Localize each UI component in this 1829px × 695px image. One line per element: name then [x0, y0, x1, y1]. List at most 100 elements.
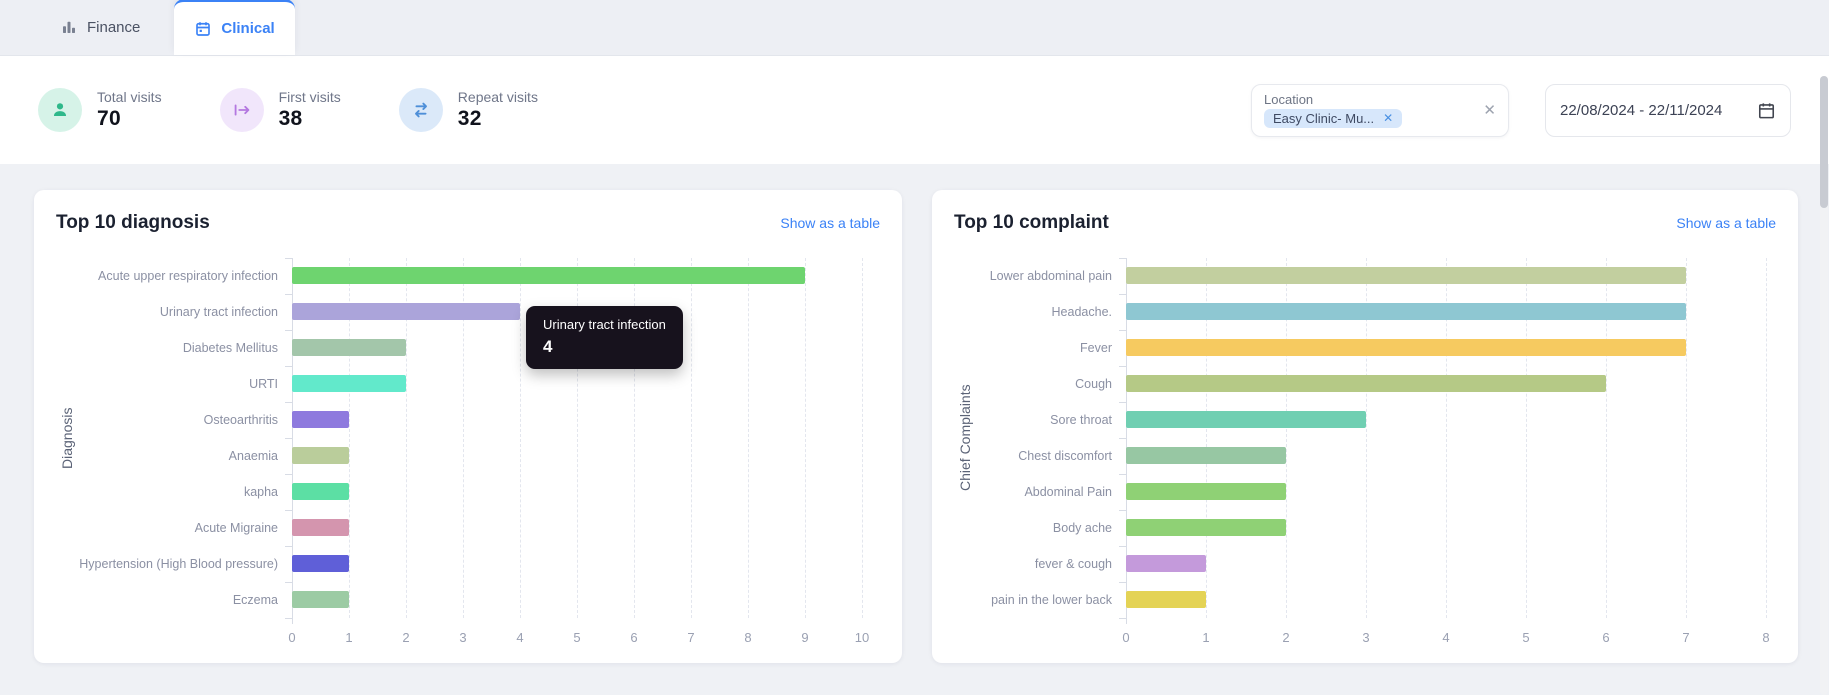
diagnosis-show-table-link[interactable]: Show as a table [780, 215, 880, 231]
x-axis-tick-label: 10 [854, 630, 870, 645]
y-axis-tick [1119, 582, 1126, 583]
x-axis-tick-label: 3 [459, 630, 467, 645]
bar[interactable] [292, 591, 349, 608]
category-label: Lower abdominal pain [989, 269, 1112, 283]
bar-track [1126, 402, 1776, 438]
bar[interactable] [1126, 447, 1286, 464]
chip-close-icon[interactable]: ✕ [1383, 111, 1394, 125]
stats-row: Total visits 70 First visits 38 Repeat v… [38, 88, 538, 132]
bar[interactable] [292, 267, 805, 284]
repeat-arrows-icon [398, 88, 443, 132]
y-axis-tick [285, 330, 292, 331]
bar-row: Hypertension (High Blood pressure) [78, 546, 880, 582]
date-range-value: 22/08/2024 - 22/11/2024 [1560, 101, 1723, 119]
gridline [463, 258, 464, 618]
y-axis-tick [1119, 474, 1126, 475]
diagnosis-chart: Urinary tract infection 4 Acute upper re… [78, 258, 880, 652]
x-axis-tick-label: 8 [744, 630, 752, 645]
bar[interactable] [292, 303, 520, 320]
y-axis-tick [1119, 258, 1126, 259]
stat-total-visits: Total visits 70 [38, 88, 162, 132]
category-label: kapha [243, 485, 278, 499]
x-axis-tick-label: 6 [1602, 630, 1610, 645]
gridline [1606, 258, 1607, 618]
stat-repeat-visits-label: Repeat visits [457, 89, 538, 105]
bar[interactable] [292, 483, 349, 500]
bar[interactable] [292, 447, 349, 464]
x-axis-tick-label: 3 [1362, 630, 1370, 645]
y-axis-tick [1119, 618, 1126, 619]
y-axis-tick [1119, 438, 1126, 439]
category-label: Osteoarthritis [203, 413, 278, 427]
x-axis-tick-label: 2 [1282, 630, 1290, 645]
gridline [805, 258, 806, 618]
complaint-card-title: Top 10 complaint [954, 212, 1109, 233]
tab-finance[interactable]: Finance [40, 0, 160, 55]
bar-row: Acute Migraine [78, 510, 880, 546]
bar[interactable] [1126, 303, 1686, 320]
x-axis-tick-label: 1 [345, 630, 353, 645]
y-axis-tick [1119, 510, 1126, 511]
chart-tooltip: Urinary tract infection 4 [526, 306, 683, 369]
bar[interactable] [1126, 555, 1206, 572]
date-range-input[interactable]: 22/08/2024 - 22/11/2024 [1545, 83, 1791, 137]
bar-row: Sore throat [976, 402, 1776, 438]
bar-track [292, 510, 880, 546]
bar[interactable] [1126, 339, 1686, 356]
bar[interactable] [1126, 519, 1286, 536]
category-label: Cough [1075, 377, 1112, 391]
tooltip-title: Urinary tract infection [543, 317, 666, 332]
bar[interactable] [292, 555, 349, 572]
bar-row: pain in the lower back [976, 582, 1776, 618]
location-chip-label: Easy Clinic- Mu... [1273, 110, 1375, 126]
scrollbar-track[interactable] [1820, 76, 1828, 695]
tooltip-value: 4 [543, 337, 553, 356]
bar[interactable] [1126, 267, 1686, 284]
complaint-chart: Lower abdominal pain Headache. Fever Cough S… [976, 258, 1776, 652]
calendar-picker-icon[interactable] [1757, 101, 1776, 120]
y-axis-tick [285, 366, 292, 367]
stat-repeat-visits-value: 32 [457, 107, 482, 130]
diagnosis-card: Top 10 diagnosis Show as a table Diagnos… [34, 190, 902, 663]
location-filter[interactable]: Location Easy Clinic- Mu... ✕ ✕ [1251, 83, 1509, 137]
bar[interactable] [292, 339, 406, 356]
gridline [1206, 258, 1207, 618]
location-chip[interactable]: Easy Clinic- Mu... ✕ [1264, 108, 1403, 128]
bar-row: URTI [78, 366, 880, 402]
bar-row: fever & cough [976, 546, 1776, 582]
bar-track [292, 474, 880, 510]
bar[interactable] [292, 411, 349, 428]
bar[interactable] [292, 519, 349, 536]
scrollbar-thumb[interactable] [1820, 76, 1828, 208]
x-axis-tick-label: 1 [1202, 630, 1210, 645]
bar[interactable] [1126, 411, 1366, 428]
y-axis-tick [285, 474, 292, 475]
category-label: Abdominal Pain [1024, 485, 1112, 499]
location-clear-icon[interactable]: ✕ [1483, 102, 1496, 119]
bar-row: Body ache [976, 510, 1776, 546]
bar-row: Chest discomfort [976, 438, 1776, 474]
diagnosis-y-axis-title: Diagnosis [59, 407, 75, 469]
bar-row: kapha [78, 474, 880, 510]
bar-track [1126, 294, 1776, 330]
bar[interactable] [1126, 375, 1606, 392]
calendar-icon [194, 20, 212, 38]
stat-first-visits-value: 38 [278, 107, 303, 130]
bar-track [292, 582, 880, 618]
gridline [1526, 258, 1527, 618]
bar-track [1126, 330, 1776, 366]
complaint-show-table-link[interactable]: Show as a table [1676, 215, 1776, 231]
y-axis-tick [1119, 330, 1126, 331]
bar-row: Diabetes Mellitus [78, 330, 880, 366]
bar[interactable] [1126, 483, 1286, 500]
bar-track [292, 366, 880, 402]
bar[interactable] [292, 375, 406, 392]
tab-clinical[interactable]: Clinical [174, 0, 295, 55]
bar[interactable] [1126, 591, 1206, 608]
arrow-bar-right-icon [219, 88, 264, 132]
category-label: Headache. [1051, 305, 1112, 319]
bar-row: Fever [976, 330, 1776, 366]
y-axis-tick [1119, 546, 1126, 547]
bar-track [292, 330, 880, 366]
bar-track [1126, 438, 1776, 474]
